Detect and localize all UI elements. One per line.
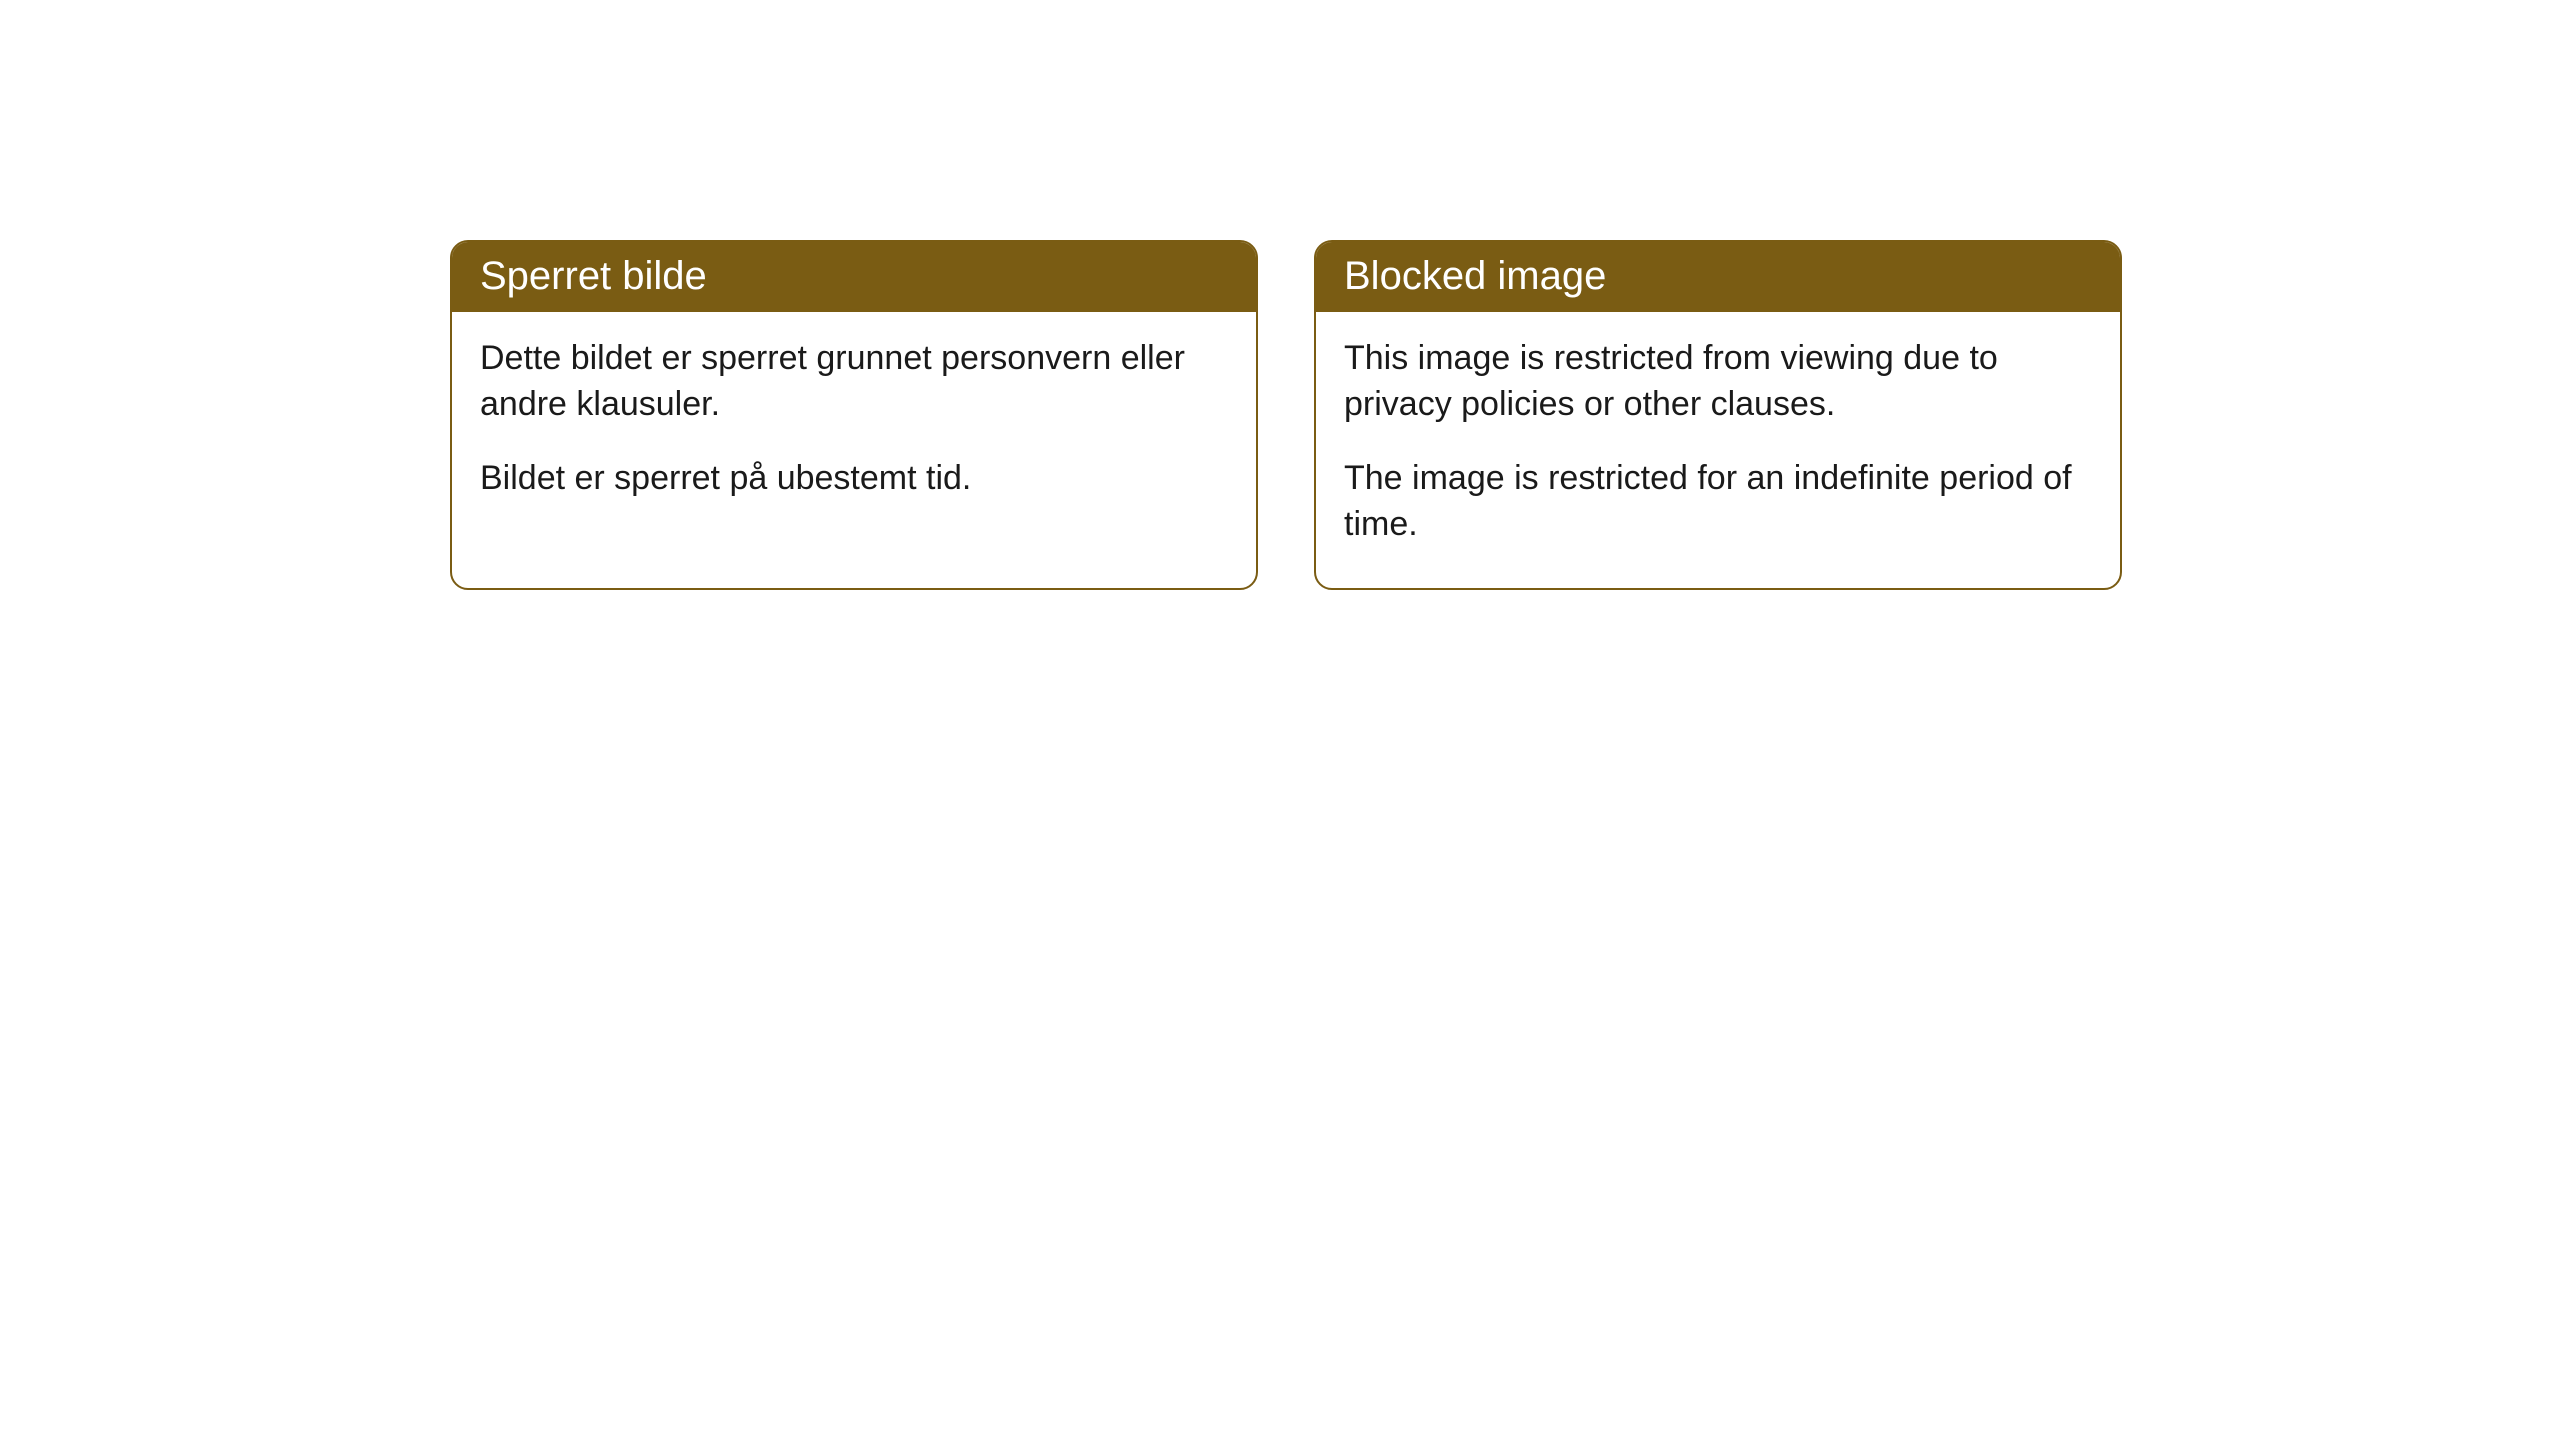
card-paragraph: This image is restricted from viewing du…	[1344, 336, 2092, 428]
blocked-image-card-en: Blocked image This image is restricted f…	[1314, 240, 2122, 590]
card-paragraph: Dette bildet er sperret grunnet personve…	[480, 336, 1228, 428]
blocked-image-card-no: Sperret bilde Dette bildet er sperret gr…	[450, 240, 1258, 590]
card-title-en: Blocked image	[1316, 242, 2120, 312]
blocked-image-cards-container: Sperret bilde Dette bildet er sperret gr…	[450, 240, 2122, 590]
card-body-en: This image is restricted from viewing du…	[1316, 312, 2120, 588]
card-title-no: Sperret bilde	[452, 242, 1256, 312]
card-paragraph: Bildet er sperret på ubestemt tid.	[480, 456, 1228, 502]
card-paragraph: The image is restricted for an indefinit…	[1344, 456, 2092, 548]
card-body-no: Dette bildet er sperret grunnet personve…	[452, 312, 1256, 542]
